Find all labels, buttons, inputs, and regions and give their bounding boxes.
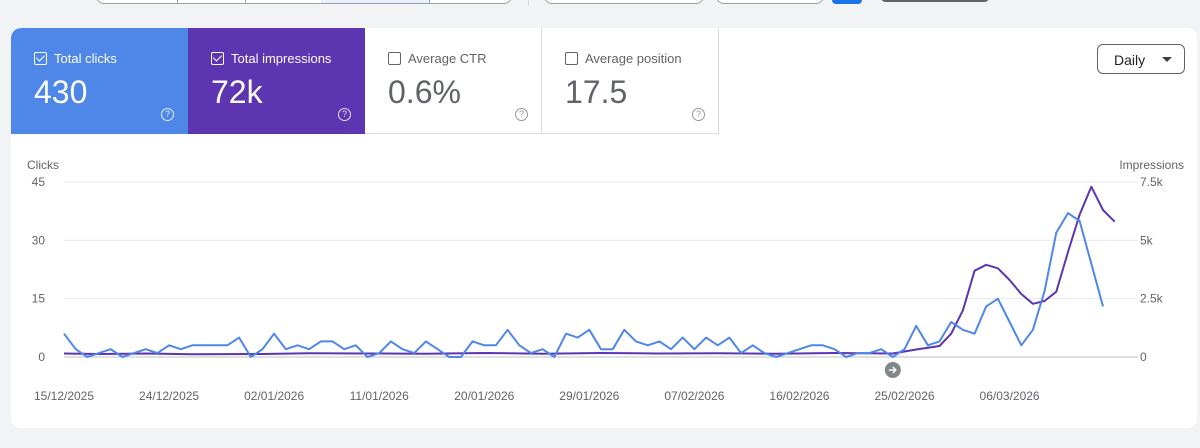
checkbox-unchecked-icon[interactable] xyxy=(565,52,578,65)
y-axis-left-label: Clicks xyxy=(27,158,59,172)
metric-label: Average CTR xyxy=(408,51,487,66)
dropdown-selected-value: Daily xyxy=(1114,52,1146,68)
search-type-filter[interactable] xyxy=(544,0,704,4)
y-right-tick-label: 5k xyxy=(1140,233,1154,247)
granularity-dropdown[interactable]: Daily xyxy=(1097,44,1185,74)
metric-total-impressions[interactable]: Total impressions 72k ? xyxy=(188,28,365,134)
metric-average-position[interactable]: Average position 17.5 ? xyxy=(542,28,719,134)
x-tick-label: 07/02/2026 xyxy=(664,389,724,403)
annotation-marker[interactable] xyxy=(884,362,901,378)
help-icon[interactable]: ? xyxy=(161,108,174,121)
metric-label: Total clicks xyxy=(54,51,117,66)
top-toolbar xyxy=(0,0,1200,14)
x-tick-label: 24/12/2025 xyxy=(139,389,199,403)
y-axis-right-ticks: 7.5k 5k 2.5k 0 xyxy=(1140,175,1164,364)
metric-label: Total impressions xyxy=(231,51,332,66)
x-tick-label: 16/02/2026 xyxy=(769,389,829,403)
metric-value: 17.5 xyxy=(565,74,628,110)
x-tick-label: 25/02/2026 xyxy=(874,389,934,403)
metric-value: 72k xyxy=(211,74,263,110)
date-range-segmented-control[interactable] xyxy=(96,0,512,4)
y-left-tick-label: 15 xyxy=(32,292,46,306)
x-tick-label: 11/01/2026 xyxy=(350,389,409,403)
metric-average-ctr[interactable]: Average CTR 0.6% ? xyxy=(365,28,542,134)
series-line-impressions xyxy=(63,185,1116,356)
y-left-tick-label: 30 xyxy=(32,233,46,247)
y-right-tick-label: 2.5k xyxy=(1140,292,1164,306)
gridlines xyxy=(64,181,1138,358)
metric-label: Average position xyxy=(585,51,682,66)
x-tick-label: 29/01/2026 xyxy=(559,389,619,403)
metric-value: 430 xyxy=(34,74,88,110)
series-lines xyxy=(63,185,1116,358)
x-tick-label: 20/01/2026 xyxy=(454,389,514,403)
help-icon[interactable]: ? xyxy=(338,108,351,121)
x-tick-label: 02/01/2026 xyxy=(244,389,304,403)
x-tick-label: 06/03/2026 xyxy=(980,389,1040,403)
performance-card: Total clicks 430 ? Total impressions 72k… xyxy=(11,28,1197,428)
toolbar-divider xyxy=(528,0,529,6)
checkbox-unchecked-icon[interactable] xyxy=(388,52,401,65)
checkbox-checked-icon[interactable] xyxy=(211,52,224,65)
caret-down-icon xyxy=(1162,57,1172,62)
y-right-tick-label: 7.5k xyxy=(1140,175,1164,189)
series-line-clicks xyxy=(63,212,1104,358)
performance-chart: Clicks Impressions 45 30 15 0 7.5k 5k 2.5k 0 1… xyxy=(27,158,1184,403)
help-icon[interactable]: ? xyxy=(692,108,705,121)
y-axis-left-ticks: 45 30 15 0 xyxy=(32,175,46,364)
x-axis-ticks: 15/12/2025 24/12/2025 02/01/2026 11/01/2026… xyxy=(34,389,1040,403)
arrow-right-icon xyxy=(888,366,897,374)
y-left-tick-label: 0 xyxy=(38,350,45,364)
checkbox-checked-icon[interactable] xyxy=(34,52,47,65)
add-filter-button[interactable] xyxy=(716,0,824,4)
metric-total-clicks[interactable]: Total clicks 430 ? xyxy=(11,28,188,134)
help-icon[interactable]: ? xyxy=(515,108,528,121)
apply-button[interactable] xyxy=(832,0,862,4)
y-right-tick-label: 0 xyxy=(1140,350,1147,364)
compare-button[interactable] xyxy=(880,0,990,2)
metric-value: 0.6% xyxy=(388,74,461,110)
y-axis-right-label: Impressions xyxy=(1119,158,1184,172)
x-tick-label: 15/12/2025 xyxy=(34,389,94,403)
y-left-tick-label: 45 xyxy=(32,175,46,189)
